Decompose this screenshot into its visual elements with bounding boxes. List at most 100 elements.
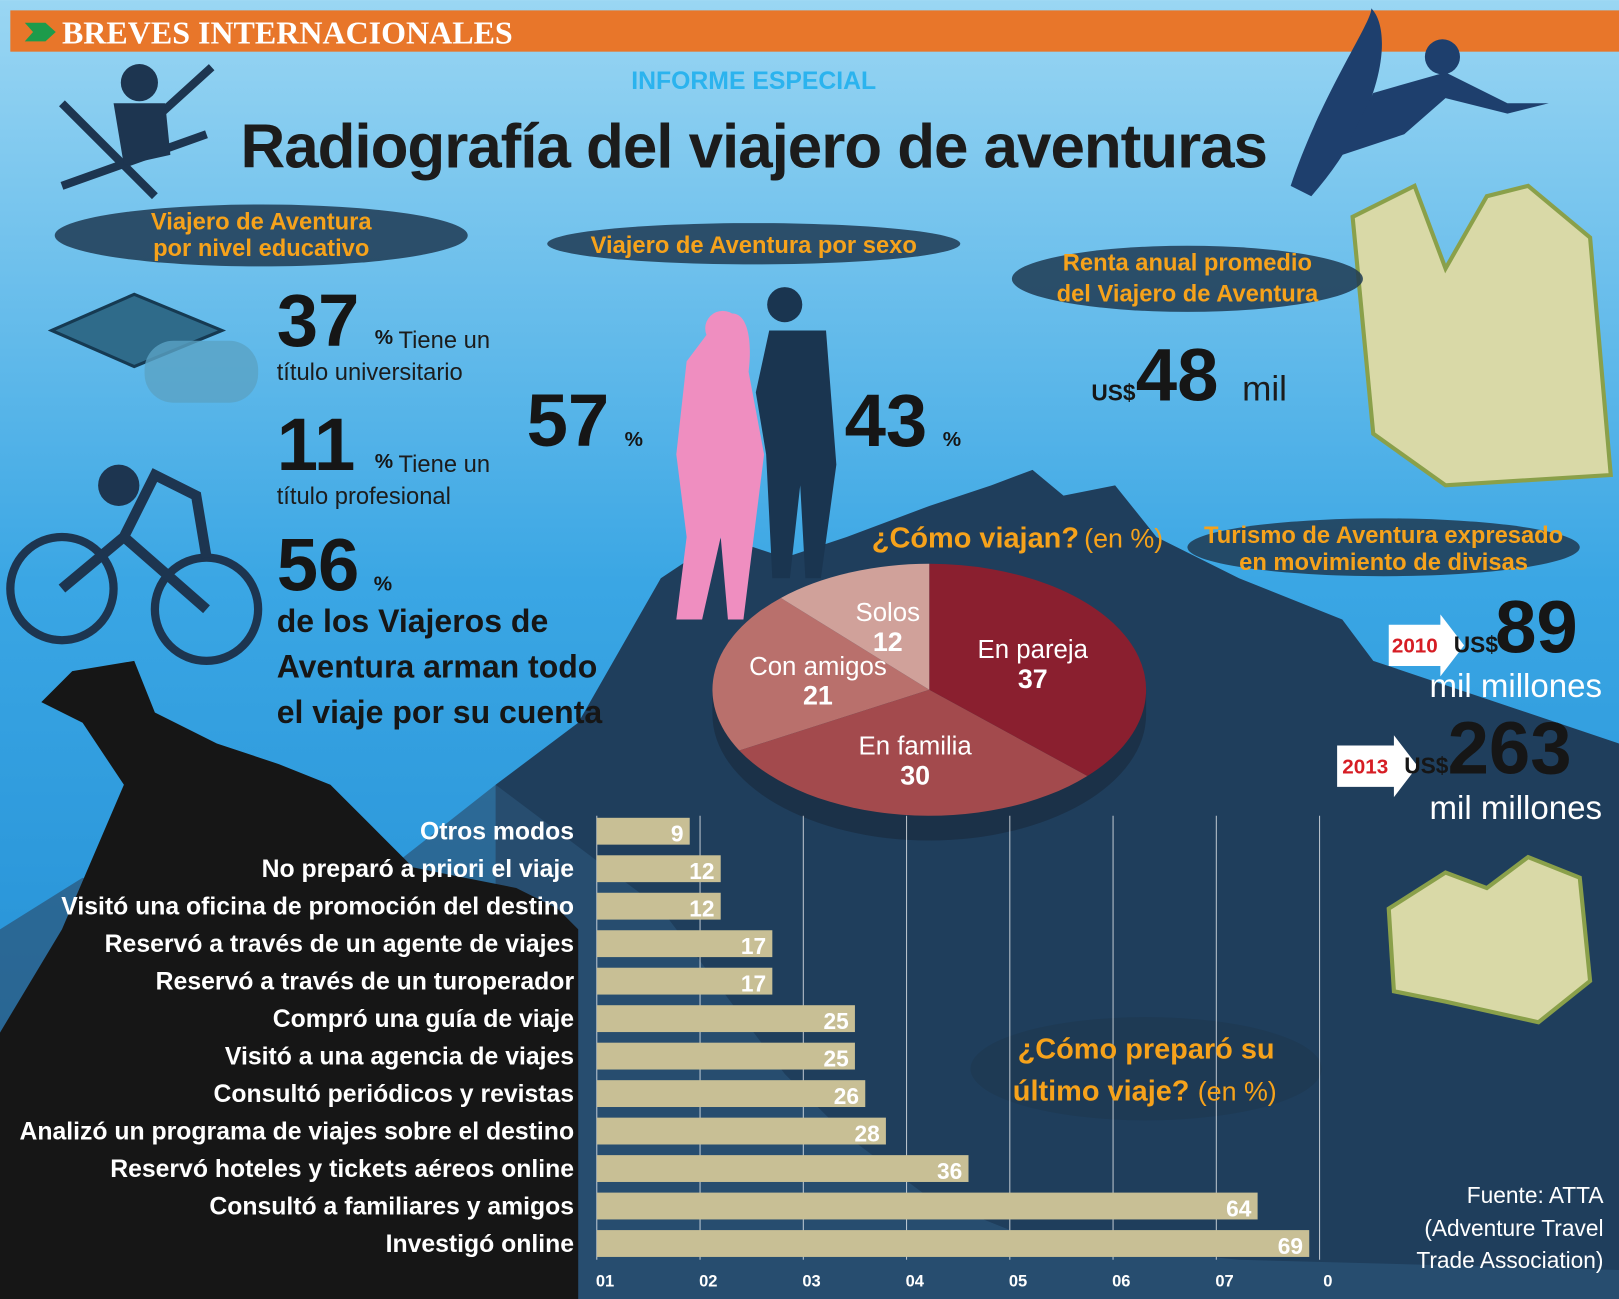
bar-label: Investigó online — [386, 1231, 575, 1258]
heading: Turismo de Aventura expresado — [1204, 523, 1563, 549]
kicker: INFORME ESPECIAL — [631, 68, 876, 95]
bar-label: Analizó un programa de viajes sobre el d… — [19, 1118, 574, 1145]
stat-unit: % — [375, 450, 393, 473]
stat-unit: % — [625, 428, 643, 451]
stat-value: 263 — [1448, 706, 1572, 789]
surfer-head — [1425, 39, 1460, 74]
bar-value: 25 — [823, 1045, 848, 1071]
heading: Renta anual promedio — [1063, 251, 1312, 277]
bar-label: Otros modos — [420, 818, 574, 845]
infographic: BREVES INTERNACIONALES INFORME ESPECIAL Ra… — [0, 0, 1619, 1299]
bar — [597, 1043, 855, 1070]
stat-text: Aventura arman todo — [277, 648, 598, 684]
heading: en movimiento de divisas — [1239, 550, 1528, 576]
bar-value: 69 — [1278, 1233, 1303, 1259]
slice-value: 12 — [873, 627, 903, 657]
bar-label: Consultó a familiares y amigos — [209, 1193, 574, 1220]
man-head — [767, 287, 802, 322]
source: Trade Association) — [1416, 1247, 1603, 1273]
slice-label: En pareja — [978, 636, 1089, 664]
stat-value: 37 — [277, 279, 360, 362]
stat-text: el viaje por su cuenta — [277, 694, 603, 730]
source: Fuente: ATTA — [1467, 1182, 1605, 1208]
chart-title: último viaje? — [1013, 1076, 1190, 1108]
title: Radiografía del viajero de aventuras — [241, 112, 1267, 181]
stat-text: título profesional — [277, 484, 451, 510]
bar-value: 17 — [741, 933, 766, 959]
bar-value: 25 — [823, 1008, 848, 1034]
slice-label: En familia — [859, 732, 973, 760]
currency: US$ — [1454, 632, 1499, 658]
bar-value: 9 — [671, 821, 684, 847]
bar — [597, 1193, 1258, 1220]
bar-value: 17 — [741, 970, 766, 996]
diploma — [145, 341, 259, 403]
slice-value: 37 — [1018, 664, 1048, 694]
stat-value: 43 — [845, 379, 928, 462]
bar-value: 36 — [937, 1158, 962, 1184]
stat-value: 56 — [277, 524, 360, 607]
heading: del Viajero de Aventura — [1057, 282, 1319, 308]
stat-unit: mil millones — [1429, 668, 1602, 705]
slice-label: Con amigos — [749, 653, 887, 681]
stat-text: título universitario — [277, 360, 463, 386]
bar-label: Compró una guía de viaje — [273, 1006, 574, 1033]
slice-value: 30 — [900, 760, 930, 790]
year: 2010 — [1392, 635, 1438, 658]
stat-text: Tiene un — [399, 452, 490, 478]
stat-text: Tiene un — [399, 328, 490, 354]
bar-value: 28 — [854, 1120, 879, 1146]
stat-value: 57 — [527, 379, 610, 462]
bar-label: Reservó a través de un turoperador — [156, 968, 575, 995]
bar — [597, 1155, 969, 1182]
x-tick-label: 04 — [906, 1272, 925, 1291]
stat-value: 11 — [277, 403, 356, 486]
currency: US$ — [1404, 752, 1449, 778]
cyclist-head — [98, 465, 139, 506]
slice-label: Solos — [856, 599, 921, 627]
x-tick-label: 06 — [1112, 1272, 1130, 1291]
bar-label: Reservó a través de un agente de viajes — [105, 931, 574, 958]
stat-unit: mil millones — [1429, 790, 1602, 827]
bar-value: 12 — [689, 896, 714, 922]
slice-value: 21 — [803, 681, 833, 711]
bar-label: Visitó a una agencia de viajes — [225, 1043, 574, 1070]
source: (Adventure Travel — [1424, 1215, 1603, 1241]
stat-unit: % — [943, 428, 961, 451]
currency: US$ — [1091, 380, 1136, 406]
woman-head — [705, 311, 740, 346]
bar-value: 64 — [1226, 1195, 1252, 1221]
stat-unit: % — [375, 326, 393, 349]
bar — [597, 1118, 886, 1145]
chart-unit: (en %) — [1198, 1077, 1277, 1107]
money-stacks — [1353, 186, 1611, 485]
heading: por nivel educativo — [153, 236, 369, 262]
bar — [597, 1230, 1309, 1257]
year: 2013 — [1342, 755, 1388, 778]
x-tick-label: 0 — [1323, 1272, 1332, 1291]
chart-title: ¿Cómo preparó su — [1018, 1033, 1275, 1065]
bar — [597, 1080, 865, 1107]
bar-value: 26 — [834, 1083, 859, 1109]
stat-text: de los Viajeros de — [277, 603, 549, 639]
bar-label: No preparó a priori el viaje — [262, 856, 574, 883]
stat-value: 89 — [1495, 586, 1578, 669]
section-label: BREVES INTERNACIONALES — [62, 14, 513, 50]
chart-title: ¿Cómo viajan? — [872, 522, 1079, 554]
heading: Viajero de Aventura — [151, 209, 373, 235]
bar-label: Consultó periódicos y revistas — [214, 1081, 575, 1108]
heading: Viajero de Aventura por sexo — [591, 233, 917, 259]
x-tick-label: 01 — [596, 1272, 614, 1291]
chart-unit: (en %) — [1084, 523, 1163, 553]
page: BREVES INTERNACIONALES INFORME ESPECIAL Ra… — [0, 0, 1619, 1299]
bar-value: 12 — [689, 858, 714, 884]
skier-head — [121, 64, 158, 101]
x-tick-label: 05 — [1009, 1272, 1027, 1291]
x-tick-label: 03 — [802, 1272, 820, 1291]
stat-unit: mil — [1242, 370, 1287, 409]
bar-label: Reservó hoteles y tickets aéreos online — [110, 1156, 574, 1183]
stat-value: 48 — [1136, 334, 1219, 417]
x-tick-label: 07 — [1215, 1272, 1233, 1291]
bar-label: Visitó una oficina de promoción del dest… — [61, 893, 574, 920]
x-tick-label: 02 — [699, 1272, 717, 1291]
